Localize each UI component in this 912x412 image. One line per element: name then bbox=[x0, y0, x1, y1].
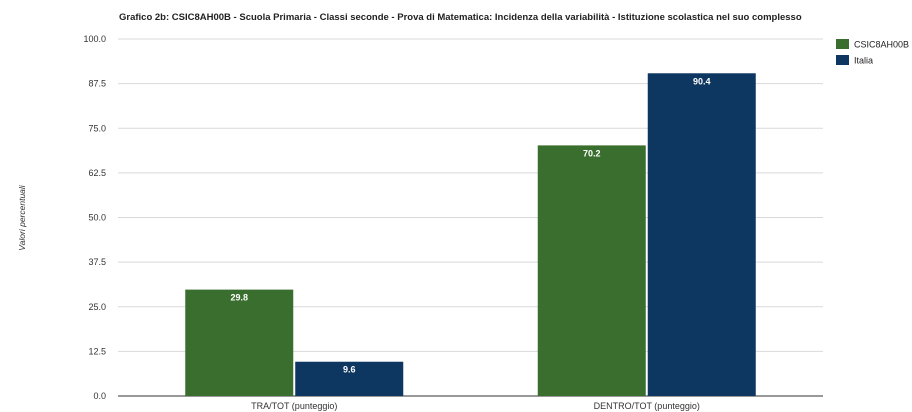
legend-swatch bbox=[836, 55, 849, 65]
y-tick-label: 100.0 bbox=[83, 34, 106, 44]
y-tick-label: 62.5 bbox=[88, 168, 106, 178]
data-label: 9.6 bbox=[343, 365, 356, 375]
bar bbox=[647, 73, 756, 396]
data-label: 70.2 bbox=[583, 148, 601, 158]
x-tick-label: DENTRO/TOT (punteggio) bbox=[594, 401, 700, 411]
y-tick-label: 25.0 bbox=[88, 302, 106, 312]
x-axis: TRA/TOT (punteggio) DENTRO/TOT (punteggio… bbox=[251, 401, 700, 411]
y-tick-label: 87.5 bbox=[88, 79, 106, 89]
y-tick-label: 37.5 bbox=[88, 257, 106, 267]
data-label: 29.8 bbox=[230, 293, 248, 303]
x-tick-label: TRA/TOT (punteggio) bbox=[251, 401, 337, 411]
data-label: 90.4 bbox=[693, 76, 711, 86]
chart-title: Grafico 2b: CSIC8AH00B - Scuola Primaria… bbox=[119, 12, 802, 23]
y-axis: 0.0 12.5 25.0 37.5 50.0 62.5 75.0 87.5 100.0 bbox=[83, 34, 106, 401]
legend: CSIC8AH00B Italia bbox=[836, 39, 909, 66]
bar bbox=[295, 361, 404, 396]
legend-label: CSIC8AH00B bbox=[854, 40, 909, 50]
legend-swatch bbox=[836, 39, 849, 49]
y-tick-label: 50.0 bbox=[88, 213, 106, 223]
legend-label: Italia bbox=[854, 56, 873, 66]
bars: 29.8 9.6 70.2 90.4 bbox=[185, 73, 756, 396]
bar bbox=[185, 289, 294, 396]
y-tick-label: 12.5 bbox=[88, 346, 106, 356]
y-axis-label: Valori percentuali bbox=[17, 184, 27, 250]
y-tick-label: 75.0 bbox=[88, 123, 106, 133]
bar bbox=[537, 145, 646, 396]
y-tick-label: 0.0 bbox=[93, 391, 106, 401]
